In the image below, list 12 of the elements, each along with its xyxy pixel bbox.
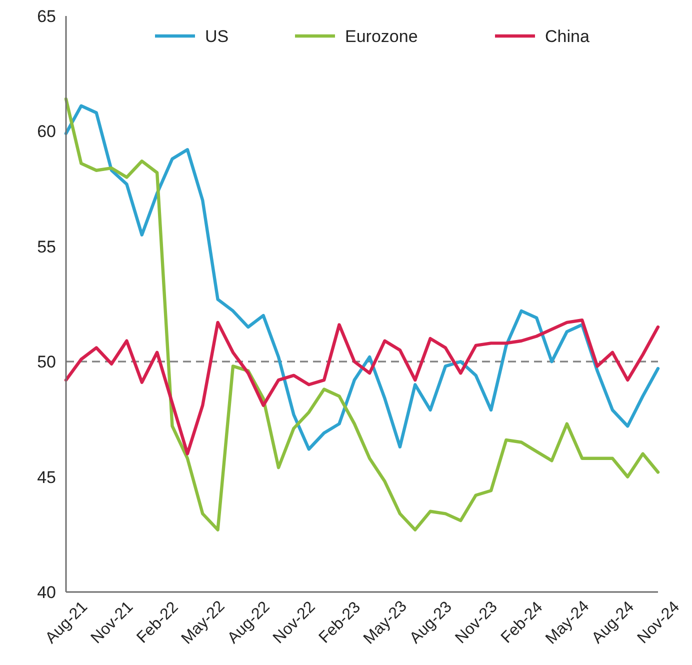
- y-tick-label: 50: [37, 352, 56, 372]
- legend-label: China: [545, 26, 590, 46]
- legend-label: Eurozone: [345, 26, 418, 46]
- y-tick-label: 55: [37, 237, 56, 256]
- line-series: [64, 318, 660, 456]
- line-series: [64, 104, 660, 451]
- legend-label: US: [205, 26, 229, 46]
- y-tick-label: 40: [37, 582, 56, 602]
- y-tick-label: 65: [37, 6, 56, 26]
- y-tick-label: 60: [37, 122, 56, 142]
- line-series: [64, 97, 660, 532]
- y-tick-label: 45: [37, 468, 56, 487]
